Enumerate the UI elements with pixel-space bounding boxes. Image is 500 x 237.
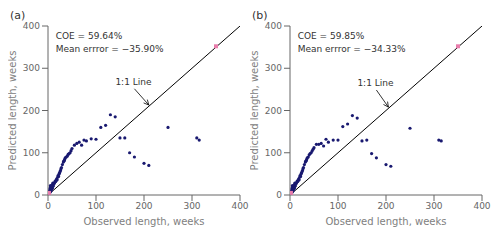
svg-text:300: 300 bbox=[265, 63, 282, 73]
svg-text:300: 300 bbox=[183, 201, 200, 211]
svg-text:Observed length, weeks: Observed length, weeks bbox=[83, 216, 204, 227]
svg-text:1:1 Line: 1:1 Line bbox=[115, 77, 152, 87]
svg-text:200: 200 bbox=[377, 201, 394, 211]
html-text:COE = 59.85%: COE = 59.85% bbox=[297, 31, 365, 42]
html-text:Mean errror = −34.33%: Mean errror = −34.33% bbox=[297, 44, 406, 55]
svg-text:400: 400 bbox=[231, 201, 248, 211]
svg-text:100: 100 bbox=[329, 201, 346, 211]
html-text:Mean errror = −35.90%: Mean errror = −35.90% bbox=[55, 44, 164, 55]
svg-text:200: 200 bbox=[135, 201, 152, 211]
svg-text:0: 0 bbox=[287, 201, 293, 211]
svg-text:Observed length, weeks: Observed length, weeks bbox=[325, 216, 446, 227]
svg-text:100: 100 bbox=[265, 148, 282, 158]
svg-text:0: 0 bbox=[34, 190, 40, 200]
svg-text:400: 400 bbox=[23, 21, 40, 31]
html-text:(a): (a) bbox=[10, 9, 26, 22]
svg-text:100: 100 bbox=[23, 148, 40, 158]
svg-text:300: 300 bbox=[425, 201, 442, 211]
html-text:(b): (b) bbox=[252, 9, 268, 22]
svg-text:300: 300 bbox=[23, 63, 40, 73]
svg-text:400: 400 bbox=[265, 21, 282, 31]
html-text:COE = 59.64%: COE = 59.64% bbox=[55, 31, 123, 42]
svg-text:Predicted length, weeks: Predicted length, weeks bbox=[250, 51, 260, 171]
svg-text:100: 100 bbox=[87, 201, 104, 211]
svg-text:400: 400 bbox=[473, 201, 490, 211]
svg-text:Predicted length, weeks: Predicted length, weeks bbox=[8, 51, 18, 171]
svg-text:1:1 Line: 1:1 Line bbox=[357, 78, 394, 88]
svg-text:200: 200 bbox=[265, 106, 282, 116]
svg-text:200: 200 bbox=[23, 106, 40, 116]
svg-text:0: 0 bbox=[45, 201, 51, 211]
svg-text:0: 0 bbox=[276, 190, 282, 200]
